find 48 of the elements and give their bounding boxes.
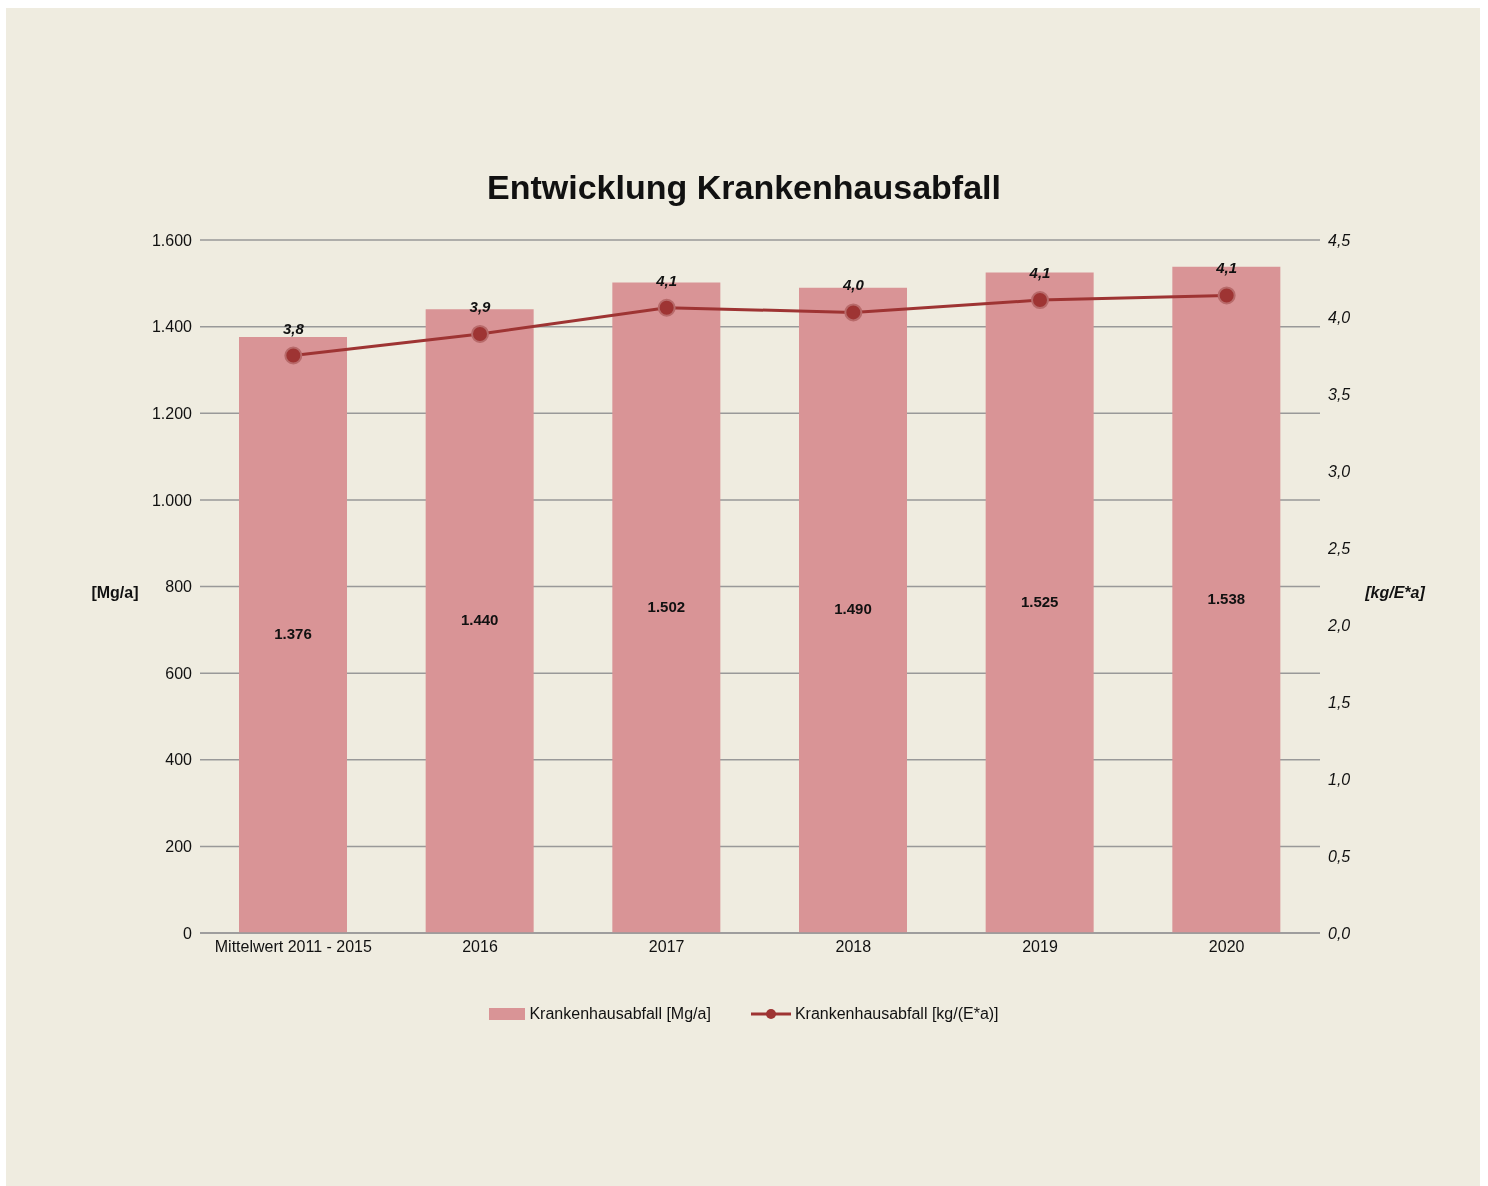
y-tick-label: 1.200 <box>151 404 193 422</box>
chart-title: Entwicklung Krankenhausabfall <box>486 168 1002 207</box>
point <box>657 298 676 317</box>
y2-tick-label: 1,5 <box>1328 693 1351 711</box>
y-tick-label: 200 <box>165 838 193 856</box>
x-tick-label: Mittelwert 2011 - 2015 <box>214 938 372 956</box>
data-label: 3,9 <box>469 297 492 315</box>
data-label: 1.538 <box>1207 589 1246 607</box>
data-label: 4,1 <box>1028 264 1051 282</box>
x-tick-label: 2020 <box>1208 938 1245 956</box>
point <box>284 346 303 365</box>
y2-tick-label: 1,0 <box>1328 770 1351 788</box>
data-label: 1.502 <box>647 597 686 615</box>
data-label: 1.525 <box>1020 592 1059 610</box>
point <box>1217 286 1236 305</box>
data-label: 4,0 <box>841 276 865 294</box>
data-label: 1.490 <box>834 600 872 618</box>
x-tick-label: 2017 <box>648 938 685 956</box>
point <box>1031 291 1049 310</box>
y-tick-label: 0 <box>183 924 193 942</box>
data-label: 1.440 <box>460 611 499 629</box>
y2-tick-label: 3,5 <box>1328 385 1351 403</box>
data-label: 3,8 <box>282 319 305 337</box>
y2-tick-label: 0,5 <box>1328 847 1351 865</box>
point <box>844 303 863 322</box>
legend-label: Krankenhausabfall [Mg/a] <box>529 1005 711 1023</box>
x-tick-label: 2016 <box>462 938 498 956</box>
x-tick-label: 2019 <box>1022 938 1058 956</box>
y2-tick-label: 4,0 <box>1328 308 1351 326</box>
y2-tick-label: 2,0 <box>1327 616 1351 634</box>
y2-axis-title: [kg/E*a] <box>1364 584 1427 602</box>
y2-tick-label: 2,5 <box>1327 539 1351 557</box>
data-label: 4,1 <box>655 271 678 289</box>
y-axis-title: [Mg/a] <box>90 584 140 602</box>
y-tick-label: 1.400 <box>151 318 193 336</box>
data-label: 4,1 <box>1215 259 1238 277</box>
y-tick-label: 600 <box>165 664 193 682</box>
y-tick-label: 800 <box>165 578 193 596</box>
y2-tick-label: 4,5 <box>1328 231 1351 249</box>
y-tick-label: 1.000 <box>151 491 193 509</box>
y-tick-label: 400 <box>165 751 193 769</box>
point <box>471 324 489 343</box>
y2-tick-label: 0,0 <box>1328 924 1351 942</box>
y-tick-label: 1.600 <box>151 231 193 249</box>
y2-tick-label: 3,0 <box>1328 462 1351 480</box>
x-tick-label: 2018 <box>835 938 872 956</box>
data-label: 1.376 <box>274 624 312 642</box>
legend-label: Krankenhausabfall [kg/(E*a)] <box>794 1005 999 1023</box>
